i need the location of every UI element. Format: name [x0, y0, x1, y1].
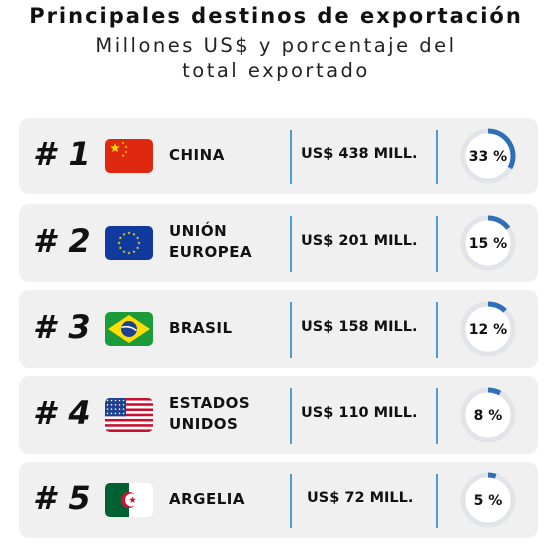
- country-name: BRASIL: [169, 318, 233, 339]
- usa-flag-icon: [105, 398, 153, 432]
- rank-label: # 4: [33, 394, 92, 432]
- destination-card: # 2 UNIÓN EUROPEA US$ 201 MILL. 15 %: [19, 204, 538, 282]
- algeria-flag-icon: [105, 483, 153, 517]
- percent-ring: 5 %: [459, 471, 517, 529]
- percent-ring: 15 %: [459, 214, 517, 272]
- eu-flag-icon: [105, 226, 153, 260]
- percent-label: 12 %: [469, 322, 507, 338]
- export-value: US$ 201 MILL.: [301, 233, 418, 249]
- country-name-line: UNIDOS: [169, 415, 239, 433]
- rank-label: # 3: [33, 308, 92, 346]
- export-value: US$ 72 MILL.: [307, 490, 414, 506]
- export-value: US$ 438 MILL.: [301, 146, 418, 162]
- column-divider: [290, 388, 292, 444]
- destination-card: # 5 ARGELIA US$ 72 MILL. 5 %: [19, 462, 538, 538]
- column-divider: [436, 130, 438, 184]
- rank-label: # 1: [33, 135, 92, 173]
- percent-ring-arc: [487, 301, 507, 313]
- destination-card: # 3 BRASIL US$ 158 MILL. 12 %: [19, 290, 538, 368]
- column-divider: [436, 388, 438, 444]
- destination-card: # 1 CHINA US$ 438 MILL. 33 %: [19, 118, 538, 194]
- percent-ring: 8 %: [459, 386, 517, 444]
- country-name-line: EUROPEA: [169, 243, 253, 261]
- column-divider: [290, 130, 292, 184]
- percent-ring-arc: [487, 128, 516, 170]
- column-divider: [290, 302, 292, 358]
- chart-title: Principales destinos de exportación: [29, 4, 523, 28]
- percent-ring-arc: [487, 387, 502, 396]
- destination-card: # 4 ESTADOS UNIDOS US$ 110 MILL. 8 %: [19, 376, 538, 454]
- country-name-line: UNIÓN: [169, 222, 228, 240]
- percent-label: 5 %: [474, 493, 503, 509]
- column-divider: [290, 216, 292, 272]
- percent-ring-arc: [487, 215, 511, 230]
- country-name: ESTADOS UNIDOS: [169, 393, 250, 435]
- percent-label: 15 %: [469, 236, 507, 252]
- country-name-line: BRASIL: [169, 318, 233, 337]
- column-divider: [436, 474, 438, 528]
- column-divider: [436, 216, 438, 272]
- brazil-flag-icon: [105, 312, 153, 346]
- percent-ring: 33 %: [459, 127, 517, 185]
- percent-ring: 12 %: [459, 300, 517, 358]
- rank-label: # 5: [33, 479, 92, 517]
- export-value: US$ 110 MILL.: [301, 405, 418, 421]
- chart-subtitle: Millones US$ y porcentaje del total expo…: [95, 34, 457, 82]
- column-divider: [290, 474, 292, 528]
- country-name: ARGELIA: [169, 489, 245, 510]
- percent-label: 8 %: [474, 408, 503, 424]
- country-name-line: CHINA: [169, 145, 225, 164]
- china-flag-icon: [105, 139, 153, 173]
- column-divider: [436, 302, 438, 358]
- country-name-line: ARGELIA: [169, 489, 245, 508]
- country-name: UNIÓN EUROPEA: [169, 221, 252, 263]
- export-value: US$ 158 MILL.: [301, 319, 418, 335]
- percent-label: 33 %: [469, 149, 507, 165]
- country-name: CHINA: [169, 145, 225, 166]
- percent-ring-arc: [487, 472, 497, 479]
- country-name-line: ESTADOS: [169, 394, 251, 412]
- rank-label: # 2: [33, 222, 92, 260]
